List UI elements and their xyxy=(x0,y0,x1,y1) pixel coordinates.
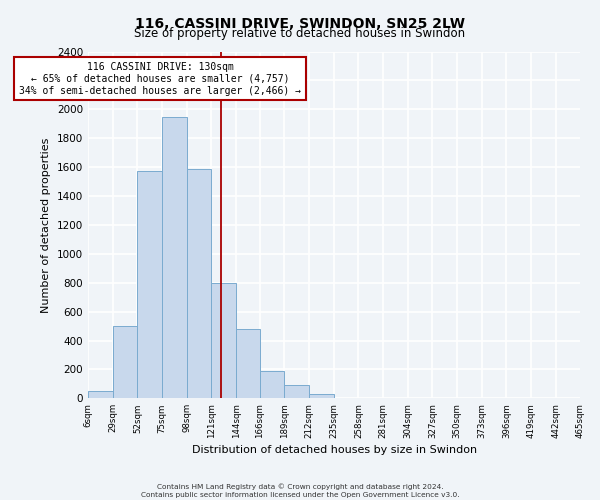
Bar xyxy=(137,170,162,398)
Text: Contains HM Land Registry data © Crown copyright and database right 2024.
Contai: Contains HM Land Registry data © Crown c… xyxy=(140,484,460,498)
Text: 116, CASSINI DRIVE, SWINDON, SN25 2LW: 116, CASSINI DRIVE, SWINDON, SN25 2LW xyxy=(135,18,465,32)
Bar xyxy=(187,168,211,398)
Bar xyxy=(236,329,260,398)
Y-axis label: Number of detached properties: Number of detached properties xyxy=(41,137,52,312)
Bar xyxy=(260,371,284,398)
Bar xyxy=(284,386,309,398)
Bar xyxy=(309,394,334,398)
Bar xyxy=(211,282,236,399)
Text: 116 CASSINI DRIVE: 130sqm
← 65% of detached houses are smaller (4,757)
34% of se: 116 CASSINI DRIVE: 130sqm ← 65% of detac… xyxy=(19,62,301,96)
Bar xyxy=(88,391,113,398)
X-axis label: Distribution of detached houses by size in Swindon: Distribution of detached houses by size … xyxy=(192,445,477,455)
Bar xyxy=(162,116,187,398)
Text: Size of property relative to detached houses in Swindon: Size of property relative to detached ho… xyxy=(134,28,466,40)
Bar xyxy=(113,326,137,398)
